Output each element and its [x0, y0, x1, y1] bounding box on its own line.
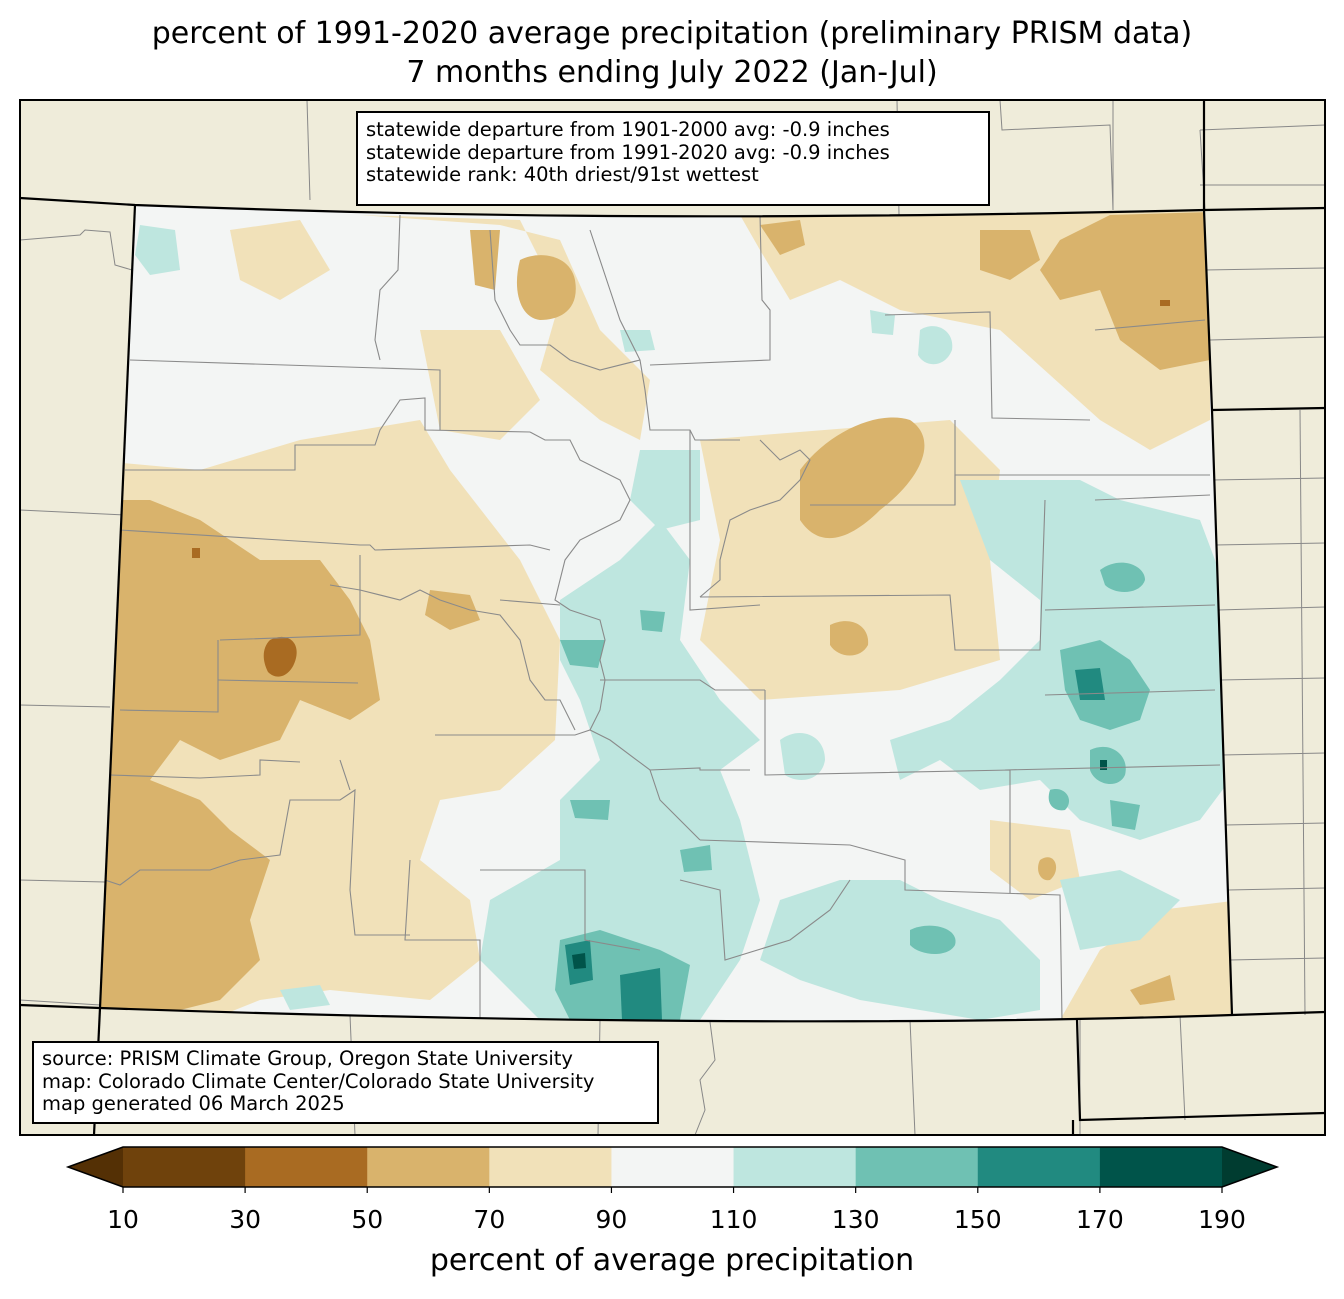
- colorbar-tick-label: 170: [1076, 1205, 1124, 1234]
- colorbar-segment: [123, 1147, 246, 1187]
- precipitation-field: [100, 205, 1232, 1022]
- statewide-stats-box: statewide departure from 1901-2000 avg: …: [356, 111, 990, 206]
- colorbar-label: percent of average precipitation: [429, 1243, 915, 1278]
- colorbar-segment: [367, 1147, 490, 1187]
- colorbar-tick-label: 50: [351, 1205, 384, 1234]
- colorbar-segment: [489, 1147, 612, 1187]
- map-title-line1: percent of 1991-2020 average precipitati…: [151, 16, 1193, 51]
- stats-line2: statewide departure from 1991-2020 avg: …: [366, 140, 890, 164]
- colorbar-under-arrow: [68, 1147, 123, 1187]
- state-borders: [19, 100, 1326, 1136]
- map-frame: [19, 99, 1326, 1136]
- source-line2: map: Colorado Climate Center/Colorado St…: [42, 1069, 595, 1093]
- colorbar-segment: [855, 1147, 979, 1187]
- field-110-130: [135, 225, 1230, 1020]
- colorbar-over-arrow: [1222, 1147, 1277, 1187]
- source-box: source: PRISM Climate Group, Oregon Stat…: [32, 1041, 659, 1124]
- colorbar-tick-label: 70: [473, 1205, 506, 1234]
- field-30-50: [192, 300, 1170, 677]
- colorbar-tick-label: 10: [107, 1205, 139, 1234]
- source-line1: source: PRISM Climate Group, Oregon Stat…: [42, 1047, 573, 1070]
- colorbar-segment: [733, 1147, 857, 1187]
- field-50-70: [100, 212, 1210, 1010]
- colorbar-segment: [977, 1147, 1101, 1187]
- colorbar: [65, 1146, 1280, 1193]
- county-lines: [104, 214, 1221, 1021]
- colorbar-segment: [611, 1147, 735, 1187]
- colorbar-tick-label: 90: [595, 1205, 628, 1234]
- colorbar-tick-label: 30: [229, 1205, 262, 1234]
- colorbar-tick-label: 110: [709, 1205, 758, 1234]
- colorbar-tick-label: 130: [831, 1205, 880, 1234]
- colorbar-segment: [245, 1147, 368, 1187]
- map-title-line2: 7 months ending July 2022 (Jan-Jul): [406, 55, 938, 90]
- stats-line1: statewide departure from 1901-2000 avg: …: [366, 118, 890, 141]
- colorbar-tick-label: 190: [1198, 1205, 1246, 1234]
- neighbor-county-lines: [20, 100, 1325, 1135]
- colorbar-segment: [1099, 1147, 1223, 1187]
- stats-line3: statewide rank: 40th driest/91st wettest: [366, 163, 759, 186]
- source-line3: map generated 06 March 2025: [42, 1092, 345, 1115]
- colorbar-tick-label: 150: [953, 1205, 1002, 1234]
